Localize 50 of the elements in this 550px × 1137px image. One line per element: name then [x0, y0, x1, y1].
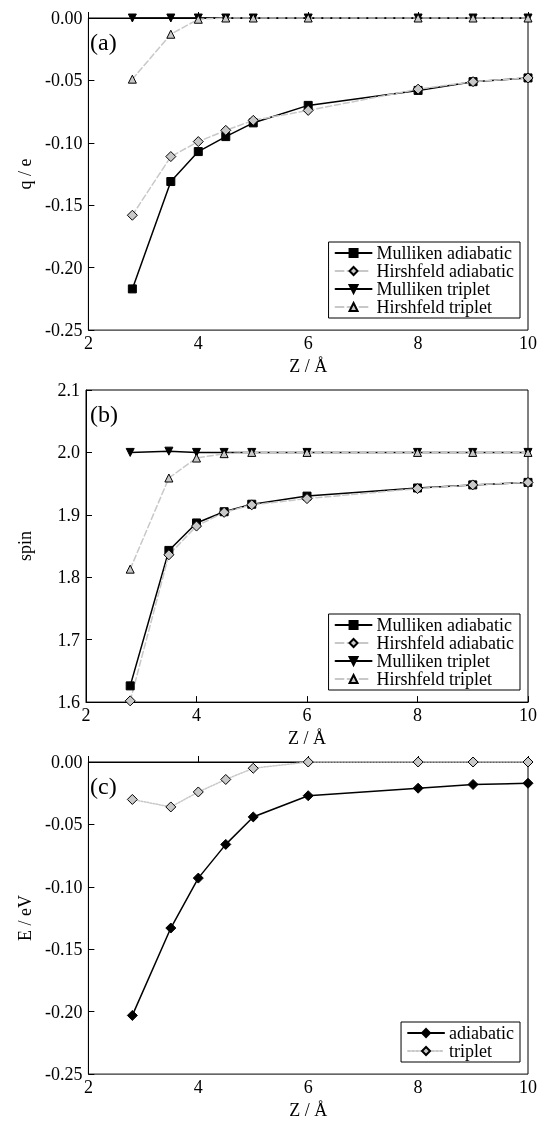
x-tick-label: 8 [413, 333, 423, 354]
x-tick-label: 6 [303, 333, 313, 354]
x-tick-label: 8 [413, 1077, 423, 1098]
annotation: (c) [90, 773, 117, 799]
y-tick-label: -0.05 [44, 814, 83, 835]
y-tick-label: 2.1 [57, 380, 80, 400]
y-tick-label: -0.20 [44, 257, 83, 278]
x-tick-label: 6 [303, 1077, 313, 1098]
x-axis-title: Z / Å [289, 356, 328, 376]
legend-label: Mulliken triplet [376, 651, 491, 671]
y-axis-title: E / eV [15, 895, 35, 942]
legend-label: adiabatic [449, 1023, 515, 1043]
legend-label: triplet [449, 1041, 493, 1061]
y-tick-label: 1.6 [57, 692, 80, 713]
annotation: (a) [90, 29, 117, 55]
x-tick-label: 8 [413, 705, 422, 726]
y-tick-label: 2.0 [57, 442, 80, 463]
x-tick-label: 4 [193, 333, 203, 354]
x-tick-label: 4 [192, 705, 201, 726]
legend-label: Mulliken adiabatic [376, 615, 513, 635]
x-tick-label: 10 [519, 333, 537, 354]
y-tick-label: -0.10 [44, 132, 83, 153]
y-tick-label: -0.15 [44, 195, 83, 216]
x-tick-label: 10 [519, 705, 537, 726]
x-tick-label: 4 [193, 1077, 203, 1098]
y-tick-label: 1.7 [57, 629, 80, 650]
x-axis-title: Z / Å [288, 728, 326, 748]
y-axis-title: spin [15, 531, 35, 562]
y-tick-label: -0.20 [44, 1001, 83, 1022]
y-tick-label: 0.00 [50, 752, 83, 772]
y-axis-title: q / e [15, 158, 35, 190]
y-tick-label: -0.05 [44, 70, 83, 91]
y-tick-label: -0.25 [44, 320, 83, 341]
x-tick-label: 2 [81, 705, 91, 726]
legend-label: Mulliken triplet [376, 279, 491, 299]
y-tick-label: 1.9 [57, 504, 80, 525]
legend-label: Hirshfeld adiabatic [376, 261, 515, 281]
y-tick-label: -0.10 [44, 876, 83, 897]
x-tick-label: 10 [519, 1077, 537, 1098]
y-tick-label: 1.8 [57, 567, 80, 588]
annotation: (b) [90, 401, 118, 427]
y-tick-label: -0.25 [44, 1064, 83, 1085]
x-tick-label: 2 [83, 333, 93, 354]
x-tick-label: 2 [83, 1077, 93, 1098]
y-tick-label: 0.00 [50, 8, 83, 28]
y-tick-label: -0.15 [44, 939, 83, 960]
x-tick-label: 6 [302, 705, 312, 726]
legend-label: Mulliken adiabatic [376, 243, 513, 263]
x-axis-title: Z / Å [289, 1100, 328, 1120]
legend-label: Hirshfeld adiabatic [376, 633, 515, 653]
